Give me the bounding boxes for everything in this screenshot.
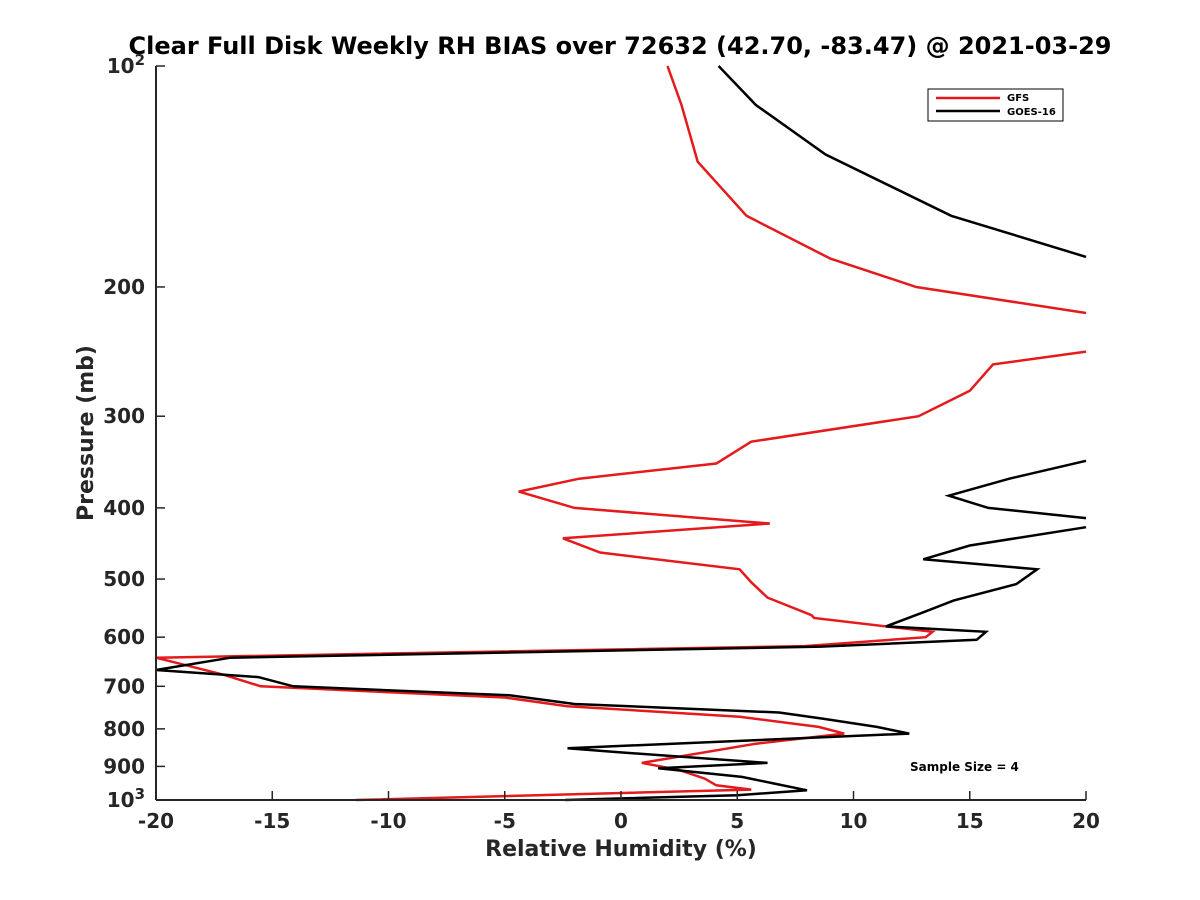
y-tick-label: 800 [103,717,145,741]
y-axis-label: Pressure (mb) [74,345,99,521]
x-tick-label: -5 [494,809,516,833]
x-tick-label: -10 [370,809,406,833]
x-tick-label: 15 [956,809,984,833]
y-tick-label: 300 [103,404,145,428]
plot-area: -20 -15 -10 -5 0 5 10 15 20 102 200 300 400 500 600 700… [103,51,1100,833]
legend-label-goes16: GOES-16 [1007,107,1056,118]
y-tick-label: 700 [103,674,145,698]
x-tick-label: 10 [840,809,868,833]
axes-layer: -20 -15 -10 -5 0 5 10 15 20 102 200 300 400 500 600 700… [103,51,1100,833]
x-tick-label: 20 [1072,809,1100,833]
sample-size-annotation: Sample Size = 4 [910,760,1019,774]
legend-box [927,88,1064,122]
y-tick-label: 200 [103,275,145,299]
y-tick-label: 600 [103,625,145,649]
series-line-gfs-segment-1 [666,65,1087,315]
x-tick-label: -20 [138,809,174,833]
series-line-goes-16-segment-3 [155,525,1087,802]
plot-frame [156,66,1086,800]
chart-title: Clear Full Disk Weekly RH BIAS over 7263… [129,32,1112,60]
legend-label-gfs: GFS [1007,93,1029,104]
x-tick-label: 0 [614,809,628,833]
y-tick-label: 500 [103,567,145,591]
series-line-goes-16-segment-2 [944,459,1087,520]
series-line-goes-16-segment-1 [717,65,1087,259]
y-tick-label: 900 [103,754,145,778]
series-layer [155,65,1087,802]
y-tick-label: 400 [103,496,145,520]
x-tick-label: 5 [730,809,744,833]
y-tick-label: 103 [107,785,145,812]
x-tick-label: -15 [254,809,290,833]
x-axis-label: Relative Humidity (%) [485,837,757,862]
y-tick-label: 102 [107,51,145,78]
series-line-gfs-segment-2 [155,350,1087,802]
legend: GFS GOES-16 [927,88,1064,122]
